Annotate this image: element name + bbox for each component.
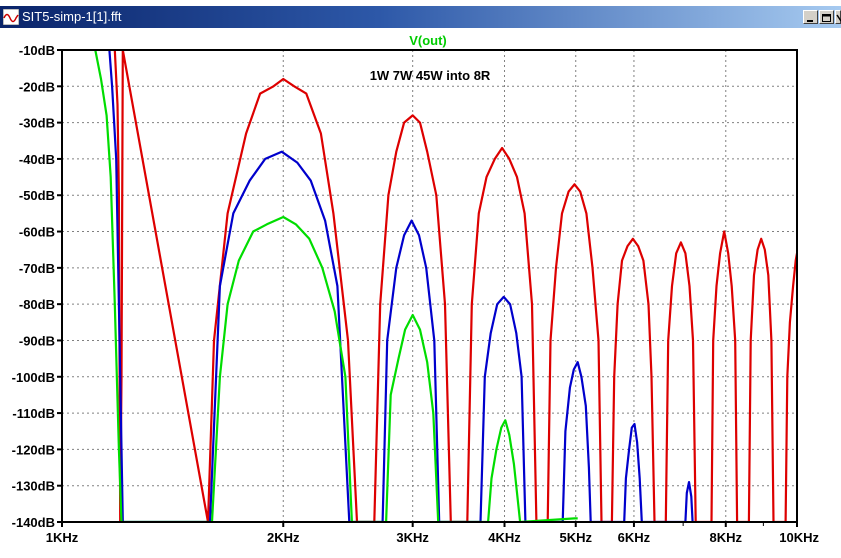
- y-tick-label: -140dB: [12, 515, 55, 530]
- minimize-button[interactable]: [803, 10, 818, 24]
- y-tick-label: -60dB: [19, 225, 55, 240]
- waveform-icon: [3, 9, 19, 25]
- x-tick-label: 5KHz: [559, 530, 592, 545]
- x-tick-label: 10KHz: [779, 530, 819, 545]
- grid: [62, 50, 797, 522]
- y-tick-label: -120dB: [12, 442, 55, 457]
- y-tick-label: -130dB: [12, 479, 55, 494]
- y-tick-label: -40dB: [19, 152, 55, 167]
- series-line-0: [113, 50, 797, 522]
- chart-annotation: 1W 7W 45W into 8R: [370, 68, 491, 83]
- y-tick-label: -30dB: [19, 116, 55, 131]
- y-tick-label: -100dB: [12, 370, 55, 385]
- y-tick-label: -50dB: [19, 188, 55, 203]
- x-tick-label: 3KHz: [396, 530, 429, 545]
- y-tick-label: -10dB: [19, 43, 55, 58]
- chart-title: V(out): [409, 33, 447, 48]
- x-tick-label: 4KHz: [488, 530, 521, 545]
- close-icon: [836, 14, 841, 22]
- y-tick-label: -20dB: [19, 79, 55, 94]
- minimize-icon: [807, 20, 813, 22]
- series-layer: [94, 50, 797, 522]
- y-tick-label: -110dB: [12, 406, 55, 421]
- series-line-1: [108, 50, 694, 522]
- window-title: SIT5-simp-1[1].fft: [22, 9, 122, 24]
- y-tick-label: -90dB: [19, 333, 55, 348]
- plot-area-frame: [61, 49, 798, 523]
- x-tick-label: 6KHz: [618, 530, 651, 545]
- series-line-2: [94, 50, 578, 522]
- maximize-button[interactable]: [819, 10, 834, 24]
- fft-chart[interactable]: -10dB -20dB -30dB -40dB -50dB -60dB -70dB -80dB…: [0, 28, 841, 558]
- title-bar[interactable]: SIT5-simp-1[1].fft: [0, 6, 841, 28]
- x-tick-label: 1KHz: [46, 530, 79, 545]
- y-tick-label: -80dB: [19, 297, 55, 312]
- close-button[interactable]: [835, 10, 841, 24]
- axis-ticks: -10dB -20dB -30dB -40dB -50dB -60dB -70dB -80dB…: [12, 43, 820, 545]
- x-tick-label: 2KHz: [267, 530, 300, 545]
- y-tick-label: -70dB: [19, 261, 55, 276]
- x-tick-label: 8KHz: [710, 530, 743, 545]
- maximize-icon: [822, 14, 831, 22]
